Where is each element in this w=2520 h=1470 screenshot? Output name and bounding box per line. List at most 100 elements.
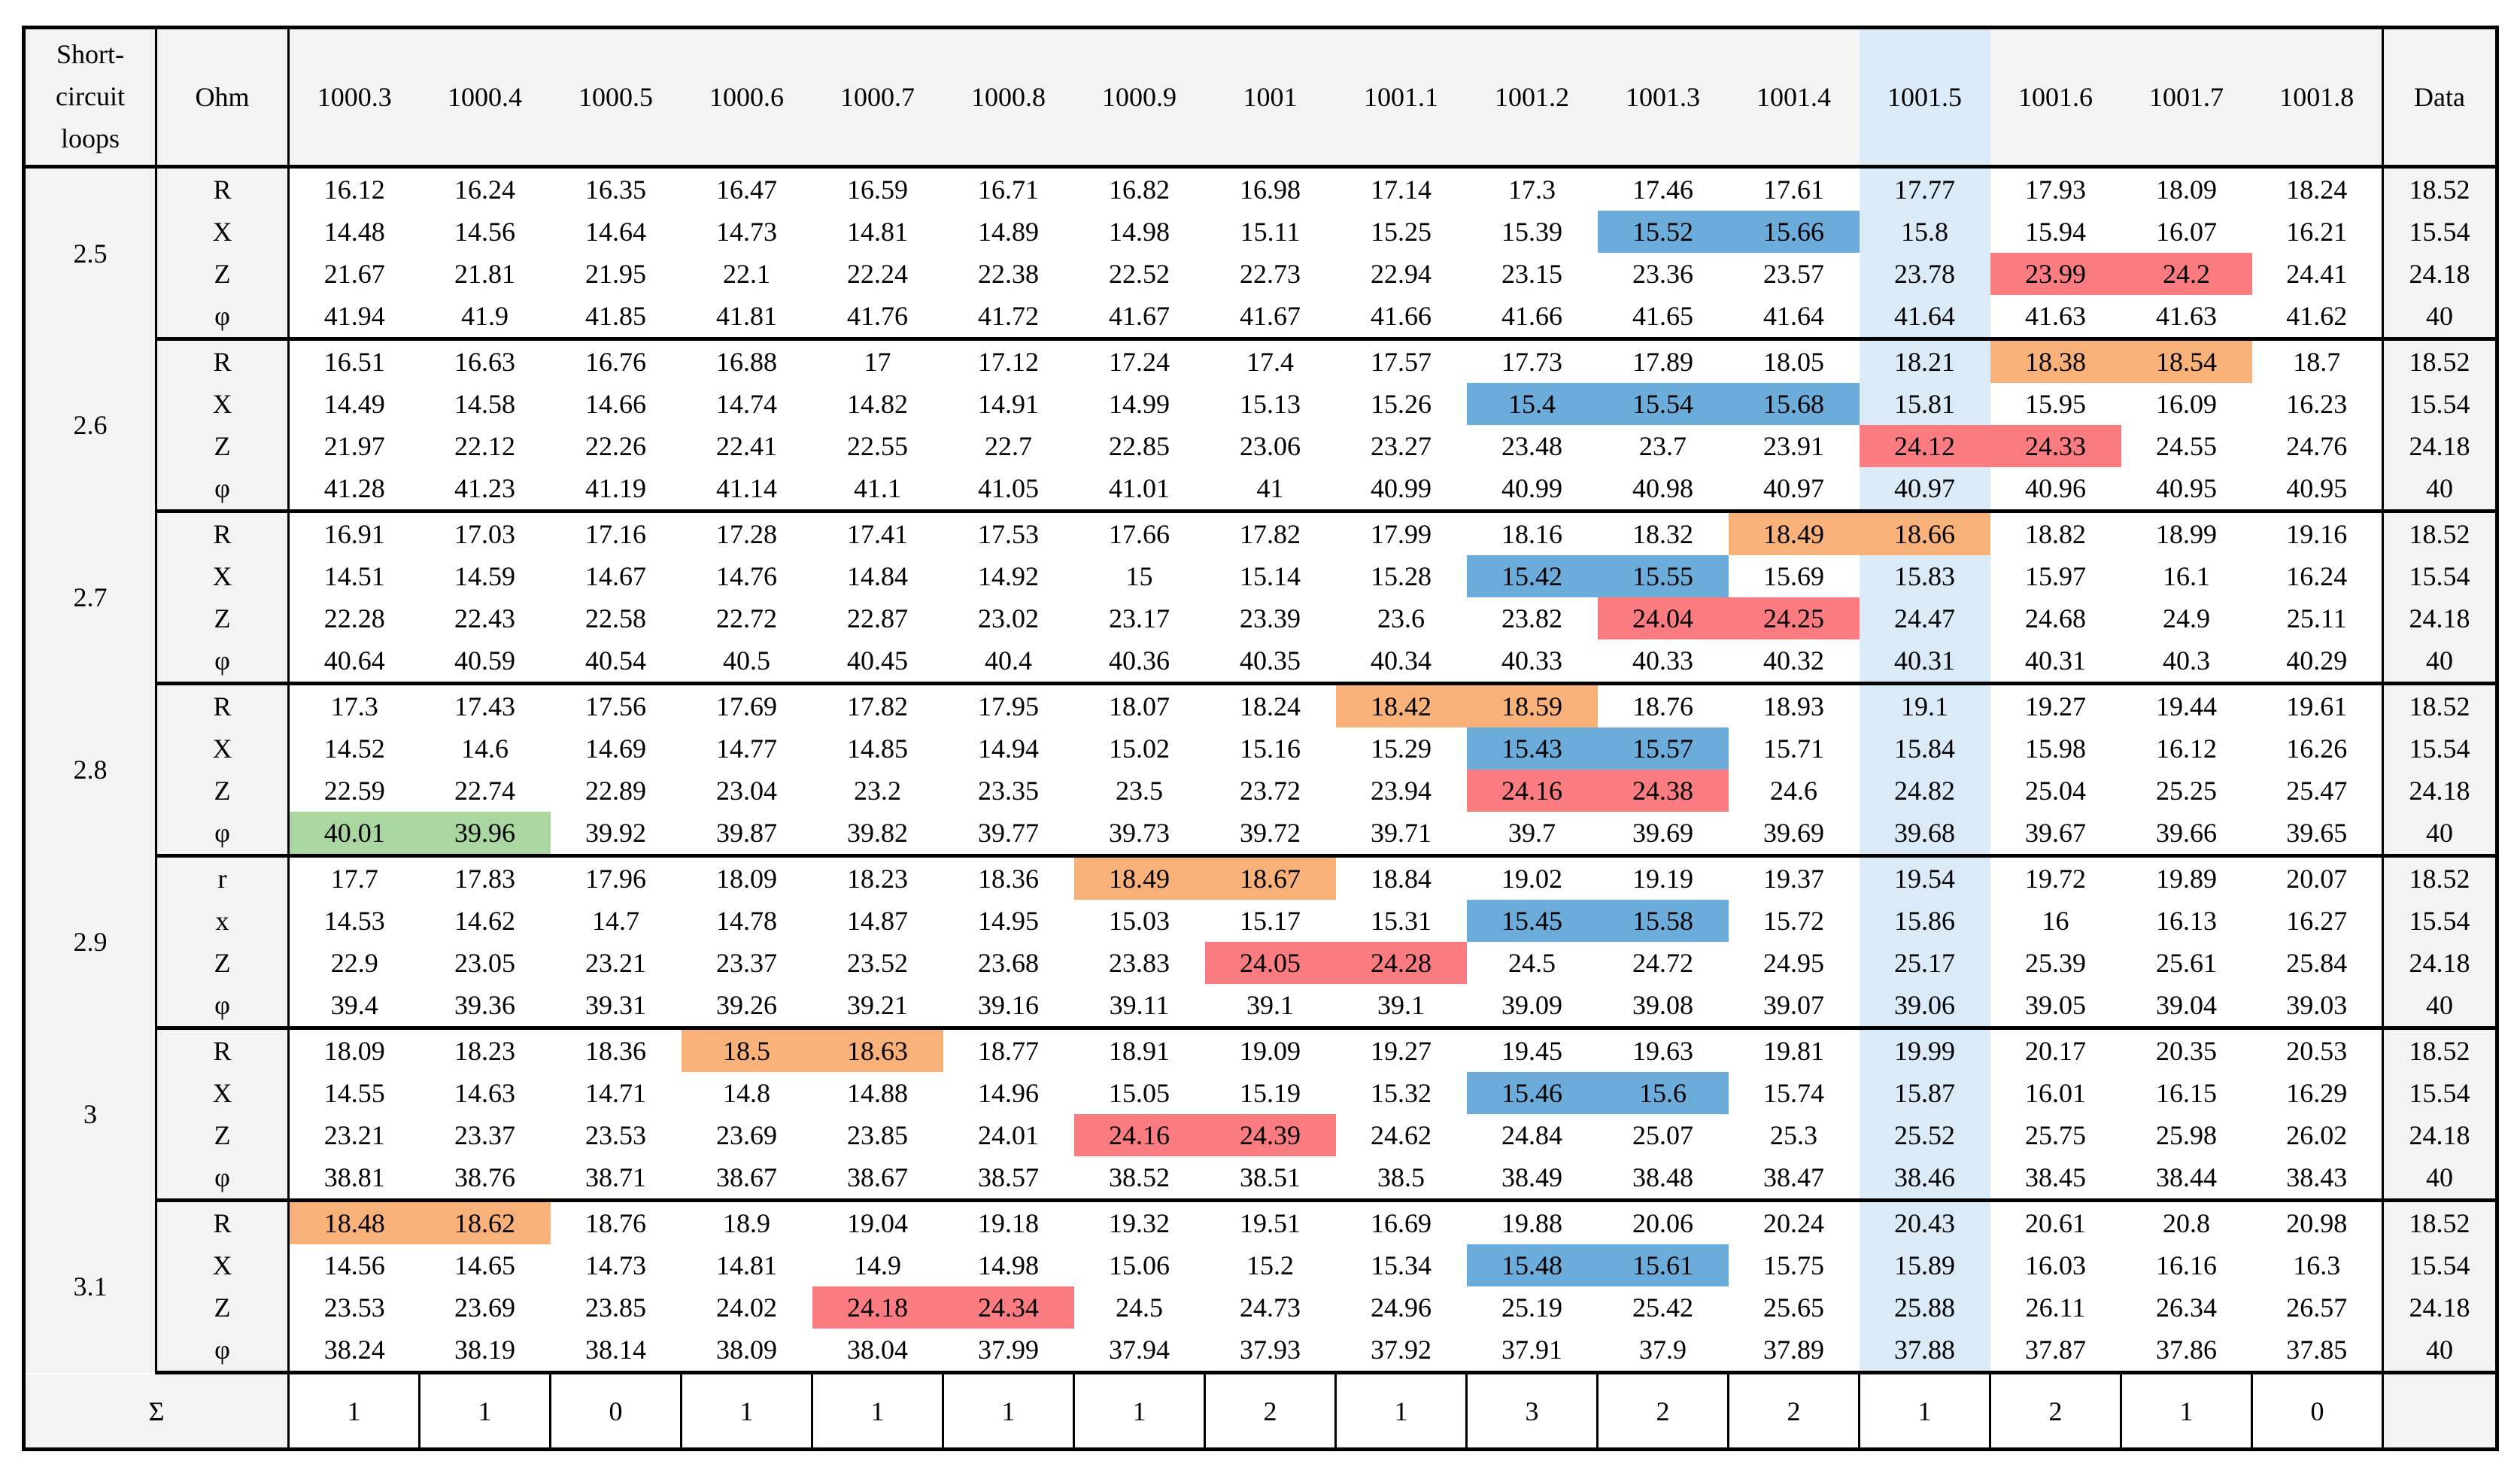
table-row: Z 23.21 23.37 23.53 23.69 23.85 24.01 24.16 24.3…: [24, 1114, 2497, 1156]
value-cell: 38.52: [1073, 1156, 1205, 1202]
value-cell: 41.64: [1728, 295, 1860, 341]
value-cell: 23.27: [1335, 425, 1467, 467]
row-label: R: [156, 1200, 290, 1244]
value-cell: 41.67: [1204, 295, 1336, 341]
value-cell: 25.98: [2121, 1114, 2252, 1156]
value-cell: 17.7: [288, 855, 420, 900]
value-cell: 41.65: [1597, 295, 1729, 341]
value-cell: 22.43: [419, 597, 551, 639]
row-label: x: [156, 900, 290, 942]
value-cell: 41.67: [1073, 295, 1205, 341]
value-cell: 17.96: [550, 855, 682, 900]
value-cell: 39.26: [681, 984, 812, 1030]
value-cell: 16.29: [2251, 1072, 2383, 1114]
value-cell: 16.76: [550, 339, 682, 383]
sum-cell: 1: [811, 1372, 943, 1450]
value-cell: 19.88: [1466, 1200, 1598, 1244]
value-cell: 14.81: [812, 211, 943, 253]
loop-group: 2.5 R 16.12 16.24 16.35 16.47 16.59 16.71 16.82 1…: [23, 166, 2497, 341]
value-cell: 16.07: [2121, 211, 2252, 253]
value-cell: 24.47: [1859, 597, 1990, 639]
value-cell: 39.1: [1204, 984, 1336, 1030]
sum-cell: 0: [549, 1372, 682, 1450]
value-cell: 37.87: [1990, 1329, 2121, 1374]
data-value-cell: 15.54: [2382, 383, 2497, 425]
value-cell: 18.54: [2121, 339, 2252, 383]
value-cell: 15.34: [1335, 1244, 1467, 1286]
value-cell: 16.69: [1335, 1200, 1467, 1244]
value-cell: 23.48: [1466, 425, 1598, 467]
value-cell: 24.55: [2121, 425, 2252, 467]
value-cell: 23.68: [943, 942, 1074, 984]
value-cell: 39.69: [1597, 812, 1729, 858]
value-cell: 23.05: [419, 942, 551, 984]
value-cell: 16.26: [2251, 727, 2383, 770]
row-label: φ: [156, 295, 290, 341]
value-cell: 16.21: [2251, 211, 2383, 253]
value-cell: 16.24: [2251, 555, 2383, 597]
value-cell: 23.21: [550, 942, 682, 984]
value-cell: 17.83: [419, 855, 551, 900]
value-cell: 18.5: [681, 1028, 812, 1072]
row-label: R: [156, 339, 290, 383]
value-cell: 24.34: [943, 1286, 1074, 1329]
value-cell: 15.05: [1073, 1072, 1205, 1114]
value-cell: 19.61: [2251, 683, 2383, 727]
data-value-cell: 40: [2382, 639, 2497, 685]
value-cell: 38.71: [550, 1156, 682, 1202]
table-row: φ 40.64 40.59 40.54 40.5 40.45 40.4 40.36 40.35 4…: [24, 639, 2497, 685]
value-cell: 40.4: [943, 639, 1074, 685]
value-cell: 24.33: [1990, 425, 2121, 467]
value-cell: 24.28: [1335, 942, 1467, 984]
value-cell: 14.52: [288, 727, 420, 770]
sum-cell: 2: [1727, 1372, 1860, 1450]
value-cell: 40.54: [550, 639, 682, 685]
value-cell: 14.63: [419, 1072, 551, 1114]
value-cell: 17.66: [1073, 511, 1205, 555]
value-cell: 18.49: [1728, 511, 1860, 555]
column-header: 1000.7: [812, 27, 943, 169]
value-cell: 15.84: [1859, 727, 1990, 770]
data-value-cell: 15.54: [2382, 1072, 2497, 1114]
value-cell: 23.37: [419, 1114, 551, 1156]
value-cell: 18.24: [2251, 166, 2383, 211]
value-cell: 15.2: [1204, 1244, 1336, 1286]
value-cell: 16.27: [2251, 900, 2383, 942]
value-cell: 15.86: [1859, 900, 1990, 942]
value-cell: 20.61: [1990, 1200, 2121, 1244]
value-cell: 15.46: [1466, 1072, 1598, 1114]
value-cell: 37.85: [2251, 1329, 2383, 1374]
value-cell: 15.66: [1728, 211, 1860, 253]
value-cell: 39.73: [1073, 812, 1205, 858]
sum-cell: 2: [1204, 1372, 1336, 1450]
row-label: R: [156, 683, 290, 727]
value-cell: 15.11: [1204, 211, 1336, 253]
value-cell: 39.87: [681, 812, 812, 858]
value-cell: 16.1: [2121, 555, 2252, 597]
value-cell: 18.42: [1335, 683, 1467, 727]
row-label: Z: [156, 1114, 290, 1156]
value-cell: 15.13: [1204, 383, 1336, 425]
value-cell: 17.41: [812, 511, 943, 555]
value-cell: 19.27: [1990, 683, 2121, 727]
value-cell: 14.49: [288, 383, 420, 425]
corner-header: Short- circuit loops: [23, 27, 157, 169]
value-cell: 15.48: [1466, 1244, 1598, 1286]
value-cell: 15.52: [1597, 211, 1729, 253]
value-cell: 18.66: [1859, 511, 1990, 555]
value-cell: 14.67: [550, 555, 682, 597]
value-cell: 38.47: [1728, 1156, 1860, 1202]
value-cell: 25.11: [2251, 597, 2383, 639]
value-cell: 15.8: [1859, 211, 1990, 253]
value-cell: 23.69: [419, 1286, 551, 1329]
value-cell: 38.44: [2121, 1156, 2252, 1202]
value-cell: 23.52: [812, 942, 943, 984]
column-header: 1001.5: [1859, 27, 1990, 169]
data-value-cell: 24.18: [2382, 597, 2497, 639]
value-cell: 16.12: [2121, 727, 2252, 770]
value-cell: 15.87: [1859, 1072, 1990, 1114]
value-cell: 16.09: [2121, 383, 2252, 425]
sum-cell: 1: [1858, 1372, 1990, 1450]
value-cell: 20.43: [1859, 1200, 1990, 1244]
value-cell: 16.3: [2251, 1244, 2383, 1286]
